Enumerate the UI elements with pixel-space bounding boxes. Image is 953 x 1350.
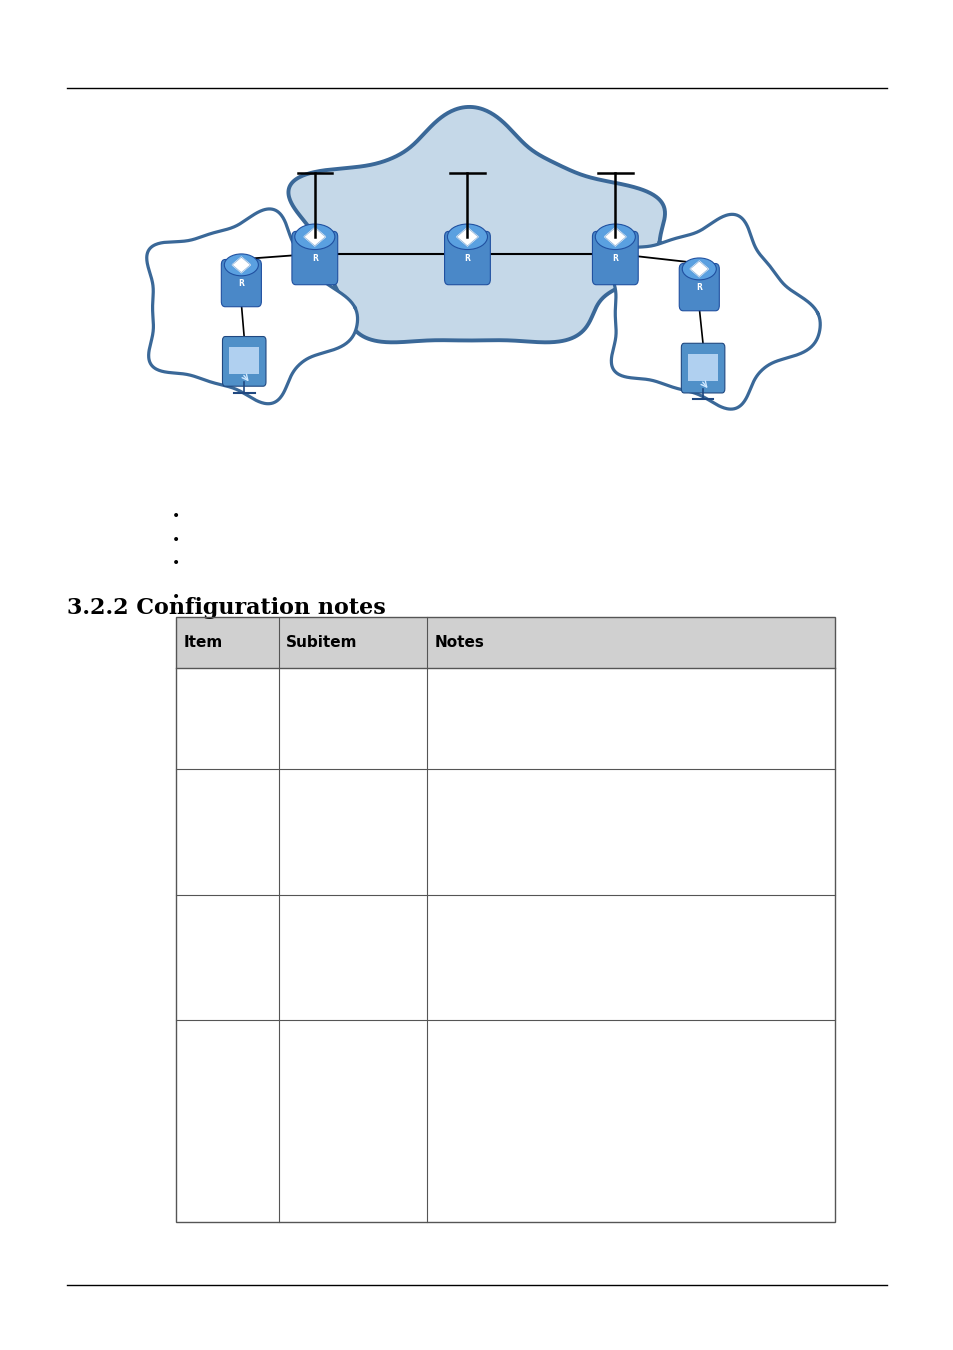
Text: •: •: [172, 556, 180, 570]
Polygon shape: [232, 256, 251, 273]
Text: •: •: [172, 590, 180, 603]
Polygon shape: [456, 228, 477, 246]
FancyBboxPatch shape: [679, 263, 719, 310]
Text: 3.2.2 Configuration notes: 3.2.2 Configuration notes: [67, 597, 385, 618]
Text: Notes: Notes: [434, 634, 483, 651]
FancyBboxPatch shape: [222, 336, 266, 386]
Polygon shape: [304, 228, 325, 246]
Text: R: R: [612, 254, 618, 263]
Text: •: •: [172, 509, 180, 522]
Polygon shape: [288, 107, 664, 343]
Text: R: R: [238, 279, 244, 288]
Ellipse shape: [224, 254, 258, 275]
Polygon shape: [604, 228, 625, 246]
FancyBboxPatch shape: [592, 231, 638, 285]
Text: Subitem: Subitem: [286, 634, 357, 651]
Bar: [176, 617, 834, 668]
Ellipse shape: [447, 224, 487, 250]
Polygon shape: [147, 209, 357, 404]
FancyBboxPatch shape: [221, 259, 261, 306]
Text: Item: Item: [184, 634, 223, 651]
Bar: [688, 354, 717, 381]
Text: R: R: [696, 284, 701, 292]
FancyBboxPatch shape: [292, 231, 337, 285]
Ellipse shape: [681, 258, 716, 279]
Polygon shape: [689, 261, 708, 277]
Text: R: R: [464, 254, 470, 263]
Ellipse shape: [294, 224, 335, 250]
Ellipse shape: [595, 224, 635, 250]
Text: R: R: [312, 254, 317, 263]
Text: •: •: [172, 533, 180, 547]
Bar: [230, 347, 258, 374]
Polygon shape: [609, 215, 820, 409]
FancyBboxPatch shape: [444, 231, 490, 285]
FancyBboxPatch shape: [680, 343, 724, 393]
Bar: [176, 617, 834, 1222]
